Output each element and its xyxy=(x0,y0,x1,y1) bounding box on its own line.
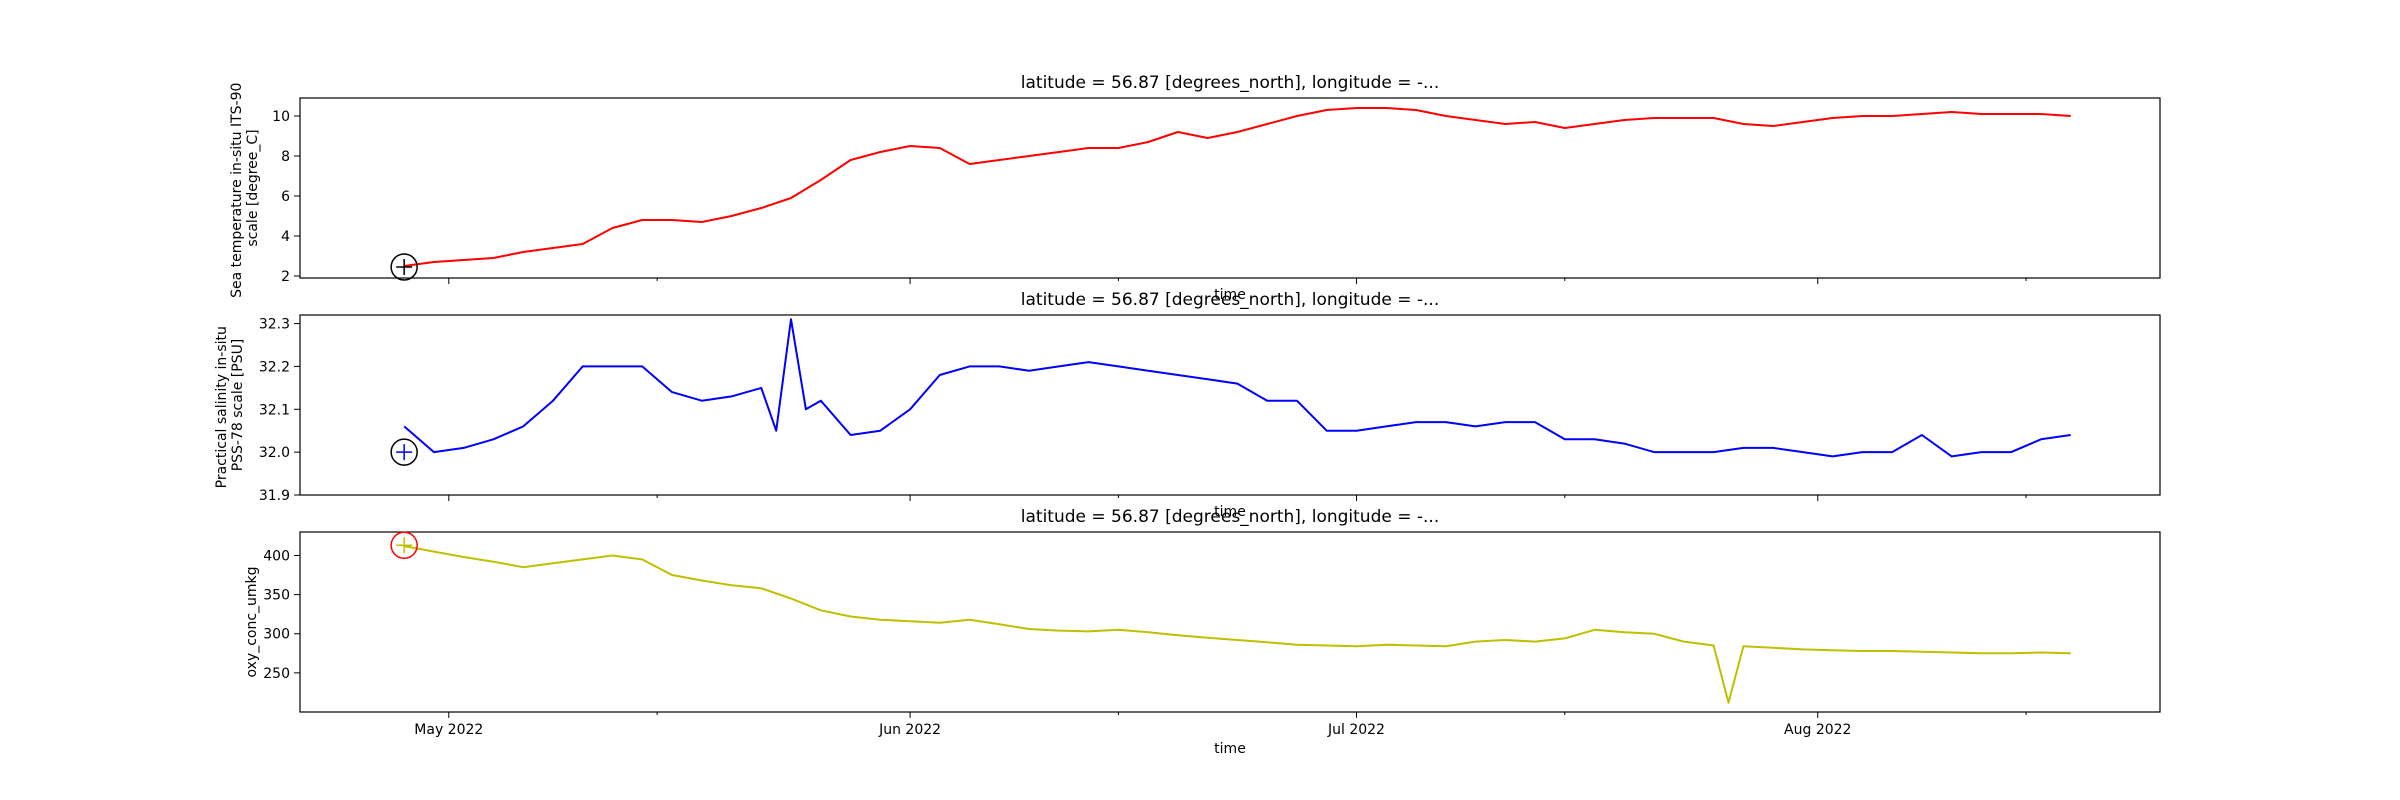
temperature-panel-ylabel-line-1: Sea temperature in-situ ITS-90 xyxy=(229,83,245,298)
temperature-ytick-label: 4 xyxy=(281,229,290,245)
salinity-panel-ylabel-line-2: PSS-78 scale [PSU] xyxy=(230,339,246,472)
oxygen-axes-frame xyxy=(299,531,2161,713)
temperature-highlight-circle xyxy=(390,253,418,281)
temperature-axes-frame xyxy=(299,97,2161,279)
salinity-series-line xyxy=(403,318,2071,458)
oxygen-ytick-label: 350 xyxy=(263,588,290,604)
temperature-panel: latitude = 56.87 [degrees_north], longit… xyxy=(229,73,2161,303)
oxygen-ytick-label: 400 xyxy=(263,548,290,564)
oxygen-panel: latitude = 56.87 [degrees_north], longit… xyxy=(244,507,2161,757)
salinity-ytick-label: 32.0 xyxy=(259,445,290,461)
temperature-highlight-cross xyxy=(396,259,413,275)
temperature-ytick-label: 8 xyxy=(281,149,290,165)
oxygen-panel-title: latitude = 56.87 [degrees_north], longit… xyxy=(1021,507,1439,527)
oxygen-series-line xyxy=(404,545,2071,704)
oxygen-highlight-cross xyxy=(396,537,413,554)
temperature-ytick-label: 10 xyxy=(272,109,290,125)
oxygen-highlight-circle xyxy=(390,531,418,560)
salinity-ytick-label: 31.9 xyxy=(259,488,290,504)
temperature-ytick-label: 6 xyxy=(281,189,290,205)
temperature-ytick-label: 2 xyxy=(281,269,290,285)
temperature-series-line xyxy=(404,107,2071,267)
salinity-ytick-label: 32.2 xyxy=(259,359,290,375)
salinity-panel: latitude = 56.87 [degrees_north], longit… xyxy=(214,290,2161,520)
oxygen-xtick-label: Aug 2022 xyxy=(1784,722,1851,738)
temperature-panel-ylabel: Sea temperature in-situ ITS-90 scale [de… xyxy=(229,78,261,298)
oxygen-xtick-label: Jul 2022 xyxy=(1327,722,1385,738)
oxygen-panel-xlabel: time xyxy=(1214,741,1246,757)
oxygen-ytick-label: 300 xyxy=(263,627,290,643)
salinity-ytick-label: 32.1 xyxy=(259,402,290,418)
temperature-panel-ylabel-line-2: scale [degree_C] xyxy=(245,129,261,246)
salinity-highlight-cross xyxy=(396,444,413,461)
salinity-panel-ylabel-line-1: Practical salinity in-situ xyxy=(214,326,230,488)
oxygen-panel-ylabel: oxy_conc_umkg xyxy=(244,566,260,677)
salinity-panel-title: latitude = 56.87 [degrees_north], longit… xyxy=(1021,290,1439,310)
salinity-highlight-circle xyxy=(390,438,418,466)
temperature-panel-title: latitude = 56.87 [degrees_north], longit… xyxy=(1021,73,1439,93)
temperature-panel-xlabel: time xyxy=(1214,287,1246,303)
salinity-axes-frame xyxy=(299,314,2161,496)
salinity-panel-ylabel: Practical salinity in-situ PSS-78 scale … xyxy=(214,322,246,489)
oxygen-xtick-label: Jun 2022 xyxy=(878,722,941,738)
oxygen-ytick-label: 250 xyxy=(263,666,290,682)
salinity-panel-xlabel: time xyxy=(1214,504,1246,520)
oxygen-xtick-label: May 2022 xyxy=(414,722,483,738)
salinity-ytick-label: 32.3 xyxy=(259,317,290,333)
